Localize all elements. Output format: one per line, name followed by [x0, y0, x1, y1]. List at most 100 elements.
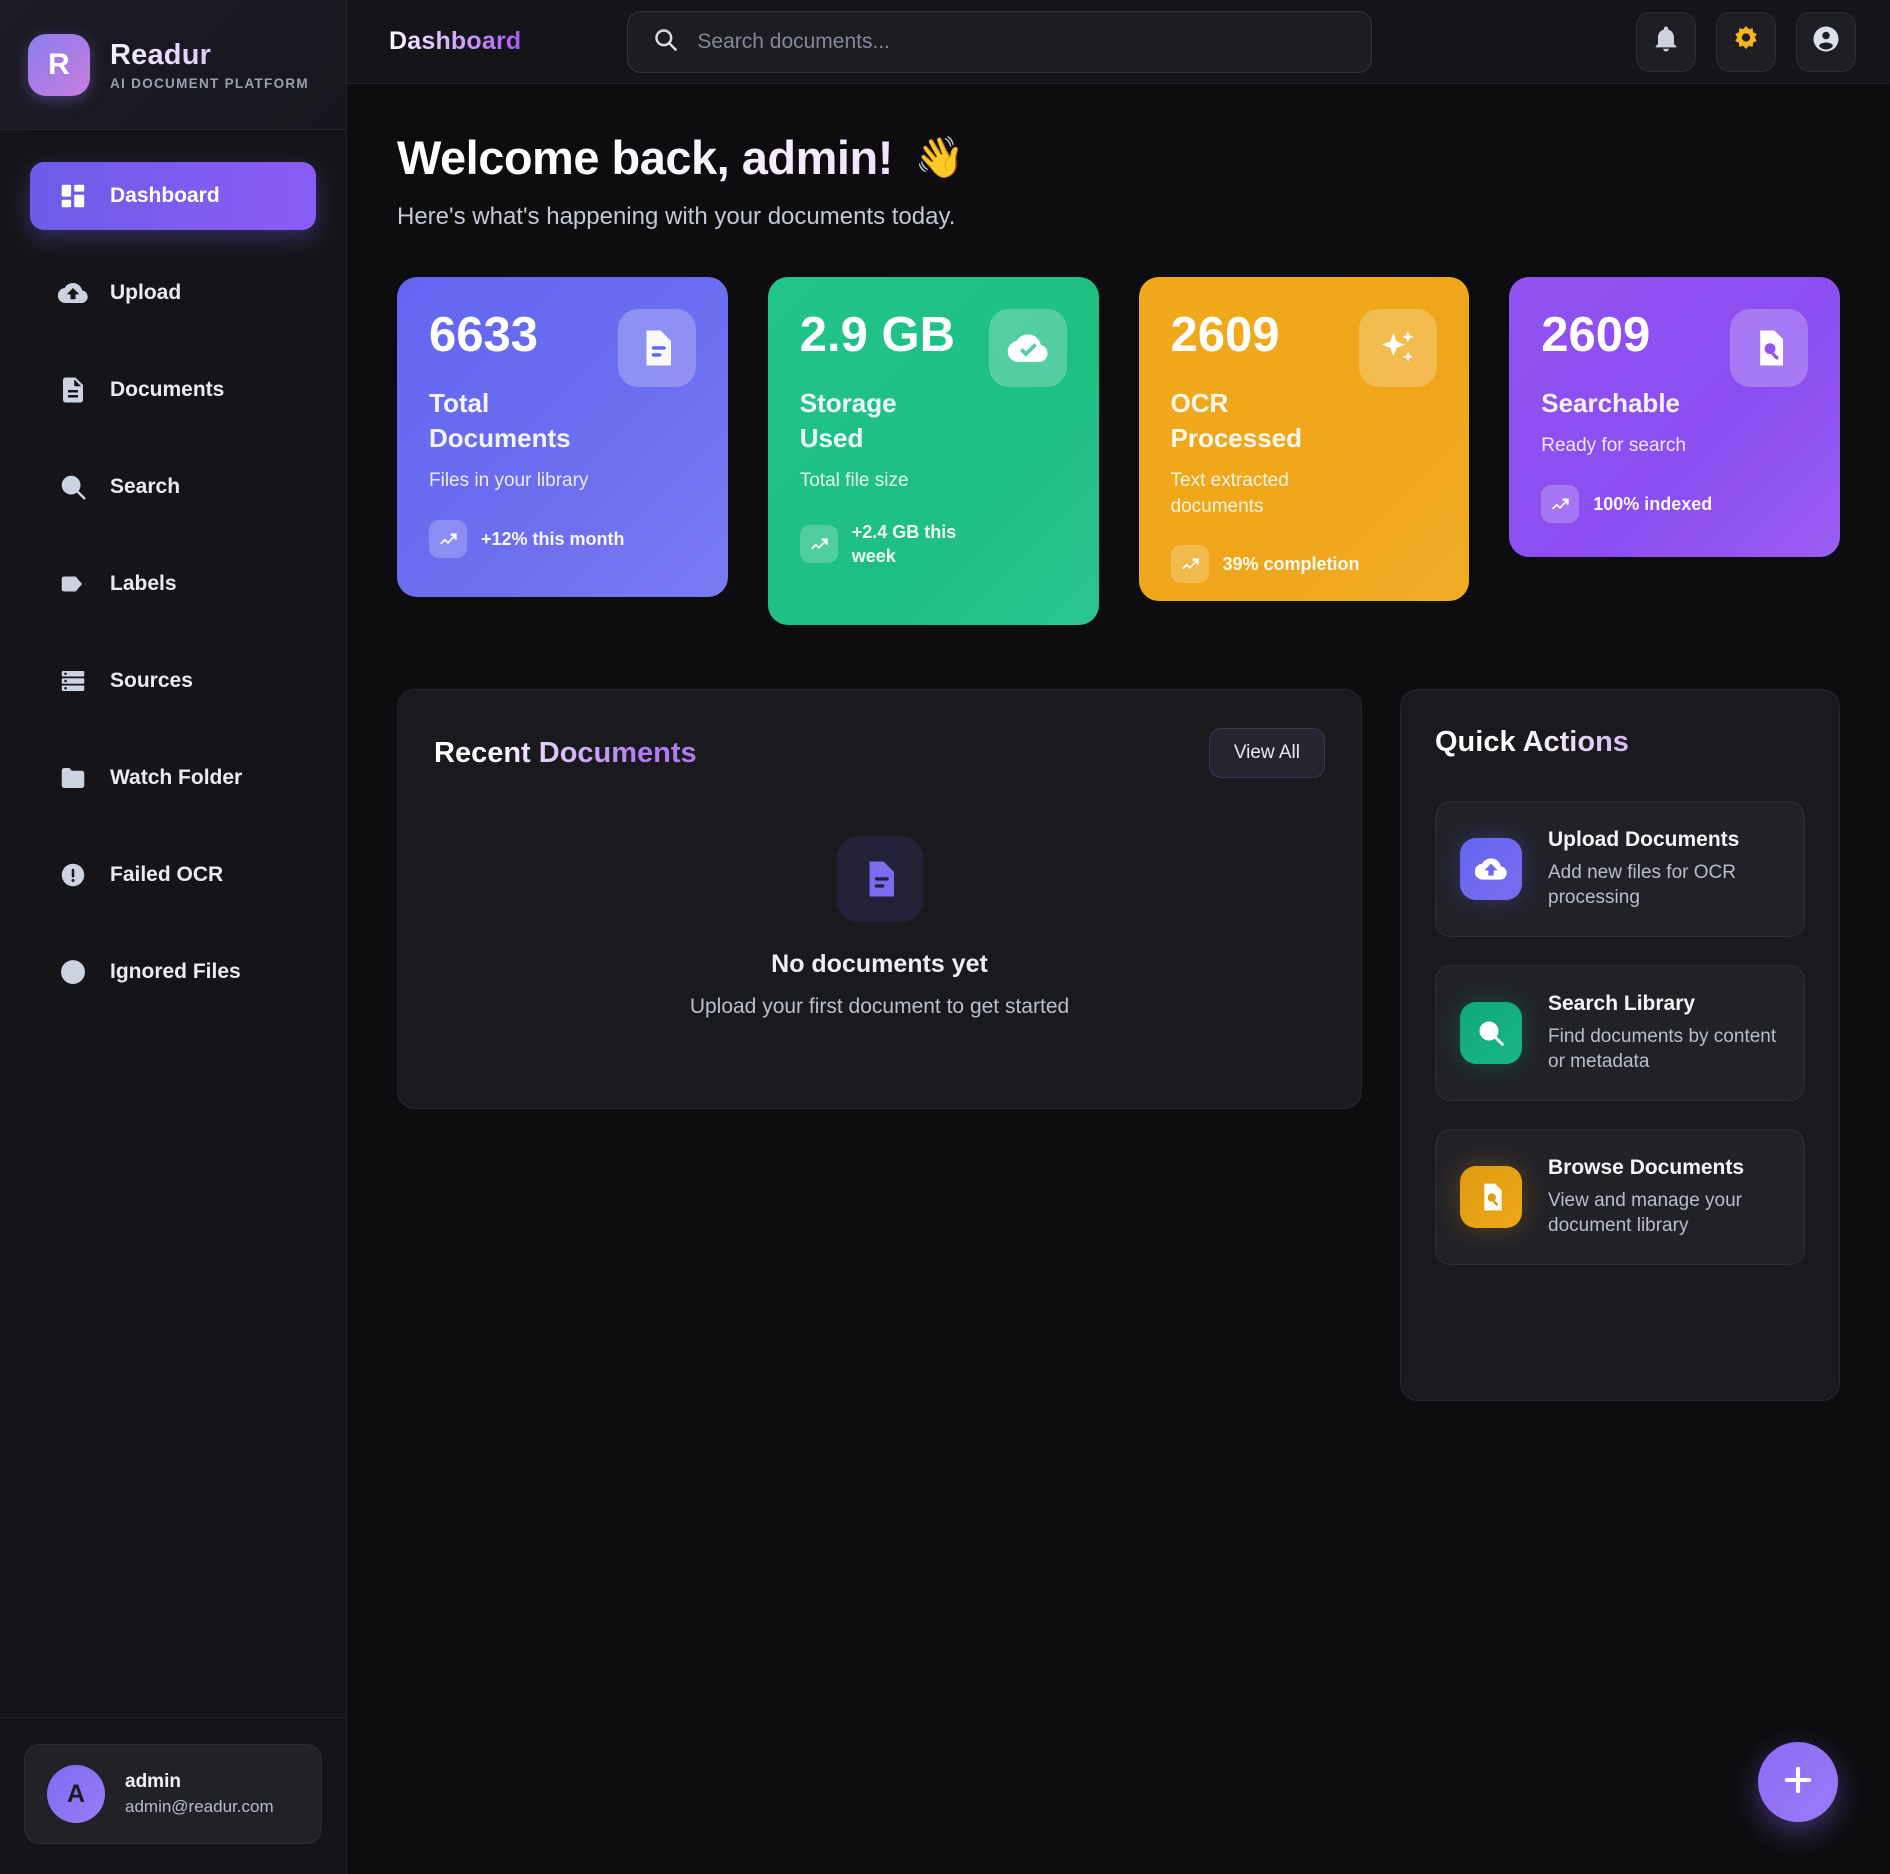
document-search-icon — [1460, 1166, 1522, 1229]
folder-icon — [58, 763, 88, 793]
sidebar-nav: Dashboard Upload Documents Search — [0, 130, 346, 1717]
sidebar-item-label: Dashboard — [110, 184, 220, 207]
stat-description: Text extracted documents — [1170, 470, 1289, 517]
stat-value: 2609 — [1170, 308, 1280, 362]
tag-icon — [58, 569, 88, 599]
welcome-text: Welcome back, admin! — [397, 131, 893, 184]
avatar-initial: A — [66, 1779, 86, 1808]
quick-action-description: View and manage your document library — [1548, 1190, 1742, 1237]
dashboard-panels: Recent Documents View All No documents y… — [397, 689, 1840, 1401]
sidebar-footer: A admin admin@readur.com — [0, 1717, 346, 1874]
quick-actions-panel: Quick Actions Upload Documents Add new f… — [1400, 689, 1840, 1401]
search-input[interactable] — [697, 29, 1348, 54]
sidebar-item-failed-ocr[interactable]: Failed OCR — [30, 841, 316, 909]
stat-trend: +2.4 GB this week — [851, 521, 957, 567]
welcome-subtitle: Here's what's happening with your docume… — [397, 203, 956, 230]
sidebar-item-sources[interactable]: Sources — [30, 647, 316, 715]
view-all-button[interactable]: View All — [1208, 728, 1325, 778]
stat-card-searchable[interactable]: 2609 Searchable Ready for search 100% in… — [1509, 277, 1840, 557]
stat-card-storage-used[interactable]: 2.9 GB Storage Used Total file size +2.4… — [767, 277, 1099, 625]
sidebar-item-label: Labels — [110, 572, 177, 595]
sidebar-item-upload[interactable]: Upload — [30, 259, 316, 327]
stat-description: Ready for search — [1541, 435, 1686, 457]
sidebar-item-label: Upload — [110, 281, 182, 304]
stat-trend: 100% indexed — [1593, 493, 1713, 514]
stat-value: 2609 — [1541, 308, 1651, 362]
document-icon — [58, 375, 88, 405]
trending-up-icon — [799, 525, 838, 564]
stat-label: Total Documents — [429, 388, 571, 454]
stat-label: OCR Processed — [1170, 388, 1303, 454]
quick-action-title: Search Library — [1548, 992, 1696, 1016]
cloud-upload-icon — [1460, 838, 1522, 901]
stat-description: Files in your library — [429, 470, 589, 492]
quick-action-browse-documents[interactable]: Browse Documents View and manage your do… — [1435, 1129, 1805, 1266]
stat-label: Storage Used — [799, 388, 897, 454]
user-email: admin@readur.com — [125, 1797, 274, 1816]
stat-cards: 6633 Total Documents Files in your libra… — [397, 277, 1840, 625]
server-stack-icon — [58, 666, 88, 696]
quick-action-upload-documents[interactable]: Upload Documents Add new files for OCR p… — [1435, 801, 1805, 938]
sparkles-icon — [1359, 309, 1438, 387]
stat-trend: +12% this month — [481, 528, 625, 549]
sidebar-item-labels[interactable]: Labels — [30, 550, 316, 618]
recent-documents-panel: Recent Documents View All No documents y… — [397, 689, 1362, 1109]
plus-icon — [1779, 1761, 1817, 1804]
app-logo: R — [28, 33, 90, 96]
stat-value: 2.9 GB — [799, 308, 955, 362]
search-icon — [1460, 1002, 1522, 1065]
stat-value: 6633 — [429, 308, 539, 362]
sun-icon — [1731, 24, 1761, 59]
alert-circle-icon — [58, 860, 88, 890]
quick-actions-title: Quick Actions — [1435, 726, 1805, 759]
dashboard-content: Welcome back, admin! 👋 Here's what's hap… — [347, 84, 1890, 1874]
stat-trend: 39% completion — [1222, 554, 1360, 575]
trending-up-icon — [429, 519, 467, 558]
main-area: Dashboard — [347, 0, 1890, 1874]
quick-action-search-library[interactable]: Search Library Find documents by content… — [1435, 965, 1805, 1102]
document-icon — [617, 309, 696, 387]
dashboard-icon — [58, 181, 88, 211]
quick-action-title: Browse Documents — [1548, 1156, 1745, 1180]
cloud-upload-icon — [58, 278, 88, 308]
trending-up-icon — [1170, 545, 1209, 584]
sidebar-item-label: Failed OCR — [110, 863, 224, 886]
sidebar: R Readur AI DOCUMENT PLATFORM Dashboard … — [0, 0, 347, 1874]
page-title: Dashboard — [389, 27, 522, 55]
wave-icon: 👋 — [914, 136, 965, 180]
sidebar-item-ignored-files[interactable]: Ignored Files — [30, 938, 316, 1006]
sidebar-item-dashboard[interactable]: Dashboard — [30, 162, 316, 230]
account-circle-icon — [1811, 24, 1841, 59]
app-tagline: AI DOCUMENT PLATFORM — [110, 75, 309, 91]
sidebar-item-label: Ignored Files — [110, 960, 241, 983]
document-icon — [836, 836, 923, 922]
search-bar[interactable] — [627, 10, 1373, 73]
sidebar-item-label: Sources — [110, 669, 193, 692]
empty-state: No documents yet Upload your first docum… — [434, 836, 1325, 1019]
empty-state-title: No documents yet — [771, 950, 988, 978]
notifications-button[interactable] — [1636, 11, 1696, 72]
sidebar-item-documents[interactable]: Documents — [30, 356, 316, 424]
sidebar-item-label: Search — [110, 475, 181, 498]
block-icon — [58, 957, 88, 987]
empty-state-subtitle: Upload your first document to get starte… — [689, 995, 1070, 1018]
sidebar-item-search[interactable]: Search — [30, 453, 316, 521]
recent-documents-title: Recent Documents — [434, 736, 697, 769]
topbar: Dashboard — [347, 0, 1890, 84]
theme-toggle-button[interactable] — [1716, 11, 1776, 72]
sidebar-item-watch-folder[interactable]: Watch Folder — [30, 744, 316, 812]
search-icon — [58, 472, 88, 502]
stat-card-total-documents[interactable]: 6633 Total Documents Files in your libra… — [397, 277, 728, 597]
app-name: Readur — [110, 39, 309, 72]
add-button[interactable] — [1758, 1742, 1838, 1822]
stat-card-ocr-processed[interactable]: 2609 OCR Processed Text extracted docume… — [1138, 277, 1470, 601]
trending-up-icon — [1541, 484, 1580, 523]
user-name: admin — [125, 1771, 181, 1792]
user-profile-card[interactable]: A admin admin@readur.com — [24, 1744, 322, 1844]
stat-description: Total file size — [799, 470, 909, 492]
avatar: A — [47, 1765, 105, 1823]
account-button[interactable] — [1796, 11, 1856, 72]
stat-label: Searchable — [1541, 388, 1680, 418]
brand-header: R Readur AI DOCUMENT PLATFORM — [0, 0, 346, 130]
